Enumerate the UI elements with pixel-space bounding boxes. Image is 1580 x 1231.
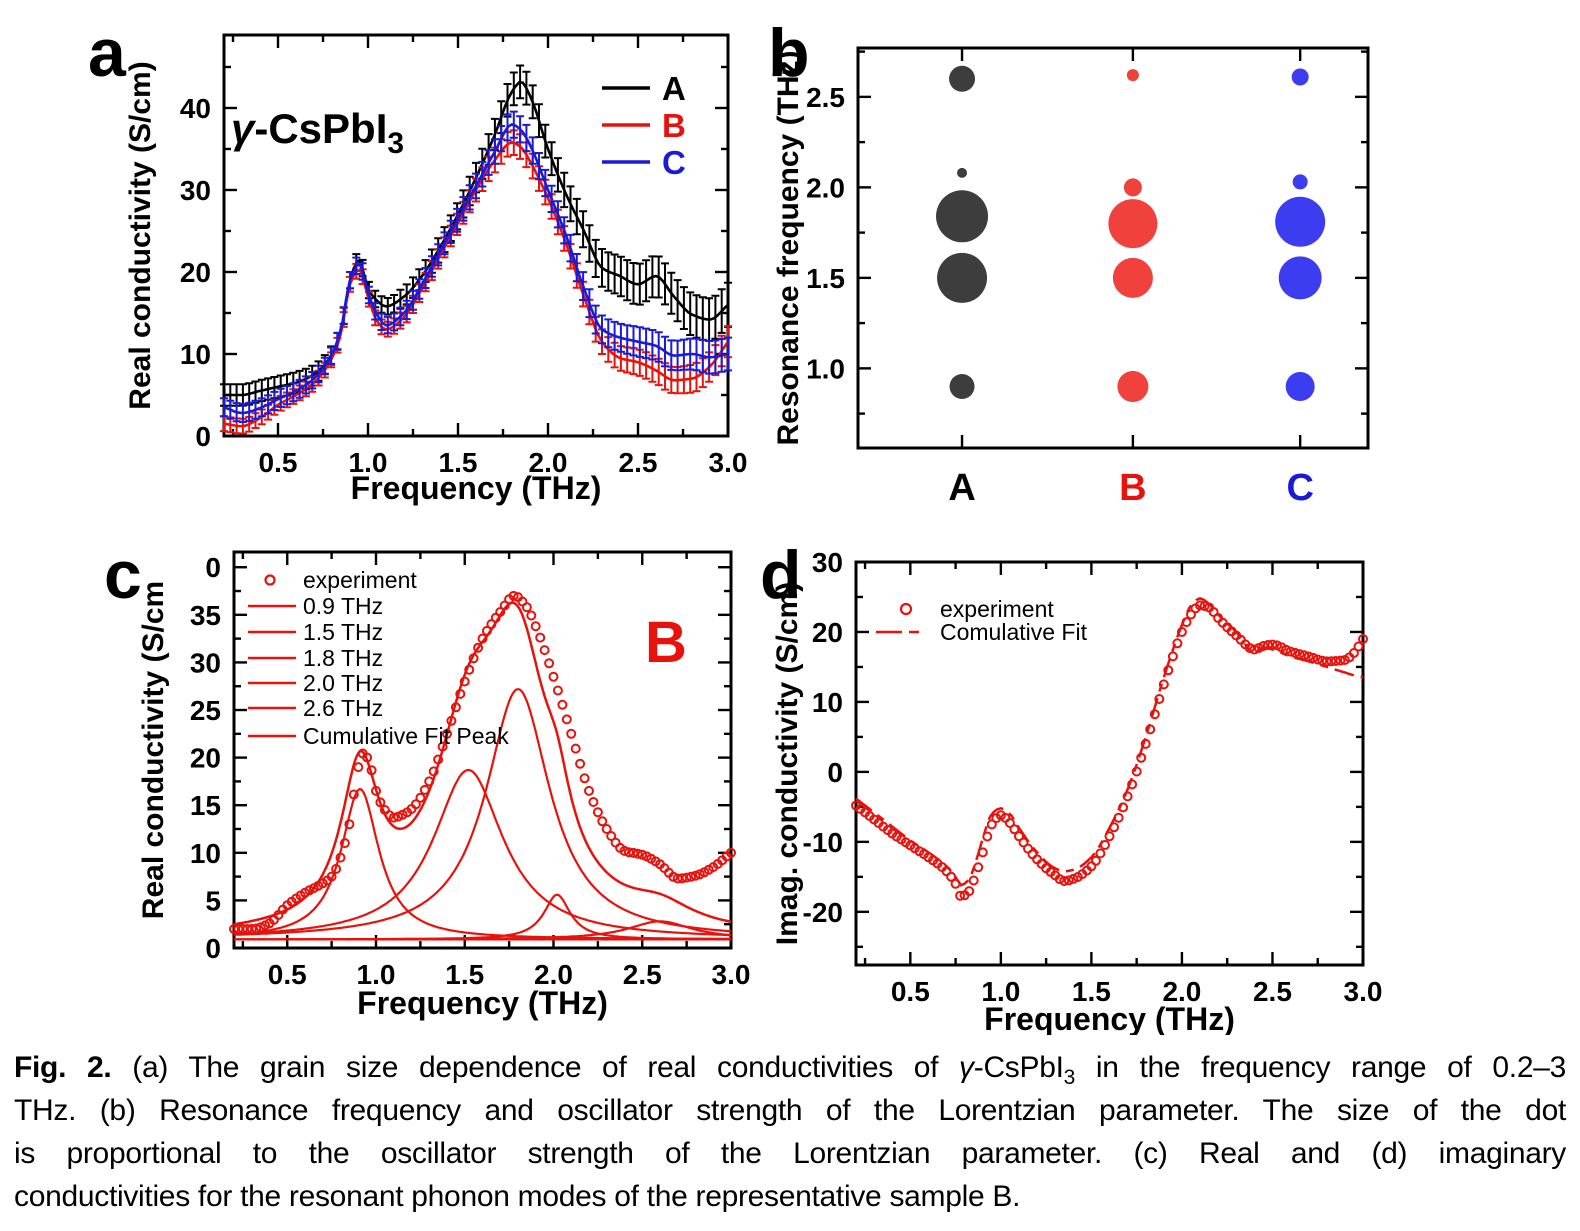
panel-d-xtick: 1.5	[1072, 976, 1111, 1007]
panel-c-component-2.6THz	[234, 920, 732, 941]
panel-c-sample-label: B	[645, 610, 687, 675]
caption-line-3: is proportional to the oscillator streng…	[14, 1137, 1566, 1170]
panel-b-letter: b	[768, 15, 810, 91]
panel-c-xtick: 2.0	[534, 959, 573, 990]
panel-d-xtick: 0.5	[891, 976, 930, 1007]
panel-a-legend-label-A: A	[662, 70, 686, 107]
panel-d-xtick: 2.0	[1162, 976, 1201, 1007]
panel-a-xtick: 2.0	[529, 447, 568, 478]
panel-a-title: γ-CsPbI3	[231, 105, 404, 160]
panel-a-ytick: 0	[195, 421, 211, 452]
panel-c-legend-symbol-experiment	[264, 574, 276, 586]
panel-d-ytick: 0	[827, 757, 843, 788]
panel-b-category-C: C	[1286, 467, 1313, 509]
panel-d-legend-symbol-experiment	[899, 602, 913, 616]
panel-c-ytick: 30	[190, 647, 221, 678]
panel-d: d 0.5 1.0 1.5 2.0 2.5 3.0 30 20 10 0 -10 -20 Frequenc…	[760, 537, 1383, 1037]
panel-b-category-A: A	[948, 467, 975, 509]
panel-a-legend-label-C: C	[662, 144, 686, 181]
panel-a-ytick: 20	[180, 257, 211, 288]
panel-b-ytick: 1.5	[806, 263, 845, 294]
panel-d-ytick: -20	[803, 897, 843, 928]
figure-caption: Fig. 2. (a) The grain size dependence of…	[14, 1046, 1566, 1218]
panel-c-ytick: 0	[205, 933, 221, 964]
panel-c-xtick: 1.5	[445, 959, 484, 990]
caption-line-1: Fig. 2. (a) The grain size dependence of…	[14, 1051, 1566, 1089]
panel-d-cumulative-fit	[855, 597, 1364, 887]
panel-d-ylabel: Imag. conductivity (S/cm)	[771, 582, 804, 945]
panel-d-ytick: 30	[812, 547, 843, 578]
panel-c-experiment	[229, 590, 736, 934]
panel-a-legend-label-B: B	[662, 107, 686, 144]
panel-b-frame	[856, 46, 1370, 450]
panel-a-letter: a	[88, 15, 127, 91]
panel-c-xtick: 1.0	[357, 959, 396, 990]
panel-a-xtick: 2.5	[619, 447, 658, 478]
panel-a-ytick: 30	[180, 175, 211, 206]
panel-d-ytick: 10	[812, 687, 843, 718]
panel-d-ytick: 20	[812, 617, 843, 648]
panel-c: c 0.5 1.0 1.5 2.0 2.5 3.0 0 5 10 15 20 25 30 35 0 Freque…	[104, 537, 750, 1021]
panel-c-ytick: 0	[205, 552, 221, 583]
panel-a-ylabel: Real conductivity (S/cm)	[124, 61, 157, 409]
panel-c-legend-label: 0.9 THz	[303, 593, 383, 619]
panel-c-legend-label: Cumulative Fit Peak	[303, 723, 509, 749]
panel-c-legend-label: experiment	[303, 567, 417, 593]
panel-d-ytick: -10	[803, 827, 843, 858]
caption-line-2: THz. (b) Resonance frequency and oscilla…	[14, 1094, 1566, 1127]
figure-svg: a 0.5 1.0 1.5 2.0 2.5 3.0 0 10 20 30 40 Frequency (T…	[88, 15, 1383, 1037]
panel-c-component-1.5THz	[233, 768, 732, 937]
panel-b-category-B: B	[1119, 467, 1146, 509]
panel-c-frame	[232, 550, 733, 950]
panel-b-ytick: 2.0	[806, 172, 845, 203]
panel-c-ytick: 20	[190, 743, 221, 774]
panel-d-xtick: 1.0	[981, 976, 1020, 1007]
panel-d-experiment	[851, 600, 1368, 901]
panel-a-frame	[222, 33, 730, 438]
panel-c-ytick: 15	[190, 790, 221, 821]
panel-c-ytick: 35	[190, 600, 221, 631]
panel-d-xtick: 2.5	[1253, 976, 1292, 1007]
panel-a-ytick: 10	[180, 339, 211, 370]
panel-c-legend-label: 2.0 THz	[303, 670, 383, 696]
panel-a-series-C	[220, 110, 732, 423]
panel-a-xtick: 1.5	[439, 447, 478, 478]
panel-c-legend-label: 2.6 THz	[303, 695, 383, 721]
panel-c-ytick: 10	[190, 838, 221, 869]
panel-c-legend-label: 1.5 THz	[303, 619, 383, 645]
panel-b-ylabel: Resonance frequency (THz)	[772, 50, 805, 445]
panel-b-ytick: 1.0	[806, 353, 845, 384]
panel-a-xtick: 0.5	[259, 447, 298, 478]
panel-c-xtick: 2.5	[623, 959, 662, 990]
panel-b-bubbles-B	[1108, 69, 1158, 402]
panel-d-letter: d	[760, 537, 802, 613]
panel-b-bubbles-A	[936, 65, 989, 399]
panel-c-xlabel: Frequency (THz)	[357, 985, 608, 1021]
panel-a-ytick: 40	[180, 93, 211, 124]
panel-c-legend-label: 1.8 THz	[303, 645, 383, 671]
panel-c-xtick: 0.5	[268, 959, 307, 990]
panel-b-bubbles-C	[1275, 68, 1326, 401]
panel-c-ylabel: Real conductivity (S/cm	[137, 581, 170, 919]
panel-d-xtick: 3.0	[1344, 976, 1383, 1007]
panel-c-xtick: 3.0	[712, 959, 751, 990]
panel-c-ytick: 25	[190, 695, 221, 726]
panel-c-ytick: 5	[205, 885, 221, 916]
panel-d-legend-label-experiment: experiment	[940, 596, 1054, 622]
panel-c-component-2.0THz	[234, 893, 731, 941]
panel-b-ytick: 2.5	[806, 82, 845, 113]
panel-d-xlabel: Frequency (THz)	[984, 1001, 1235, 1035]
panel-a-xtick: 1.0	[349, 447, 388, 478]
figure-panels: a 0.5 1.0 1.5 2.0 2.5 3.0 0 10 20 30 40 Frequency (T…	[88, 15, 1383, 1037]
panel-d-legend-label-fit: Comulative Fit	[940, 619, 1088, 645]
panel-c-letter: c	[104, 537, 142, 613]
panel-c-component-1.8THz	[233, 687, 732, 936]
panel-a-xtick: 3.0	[709, 447, 748, 478]
panel-d-frame	[854, 560, 1365, 967]
panel-a: a 0.5 1.0 1.5 2.0 2.5 3.0 0 10 20 30 40 Frequency (T…	[88, 15, 747, 506]
caption-line-4: conductivities for the resonant phonon m…	[14, 1180, 1021, 1213]
panel-a-xlabel: Frequency (THz)	[351, 470, 602, 506]
